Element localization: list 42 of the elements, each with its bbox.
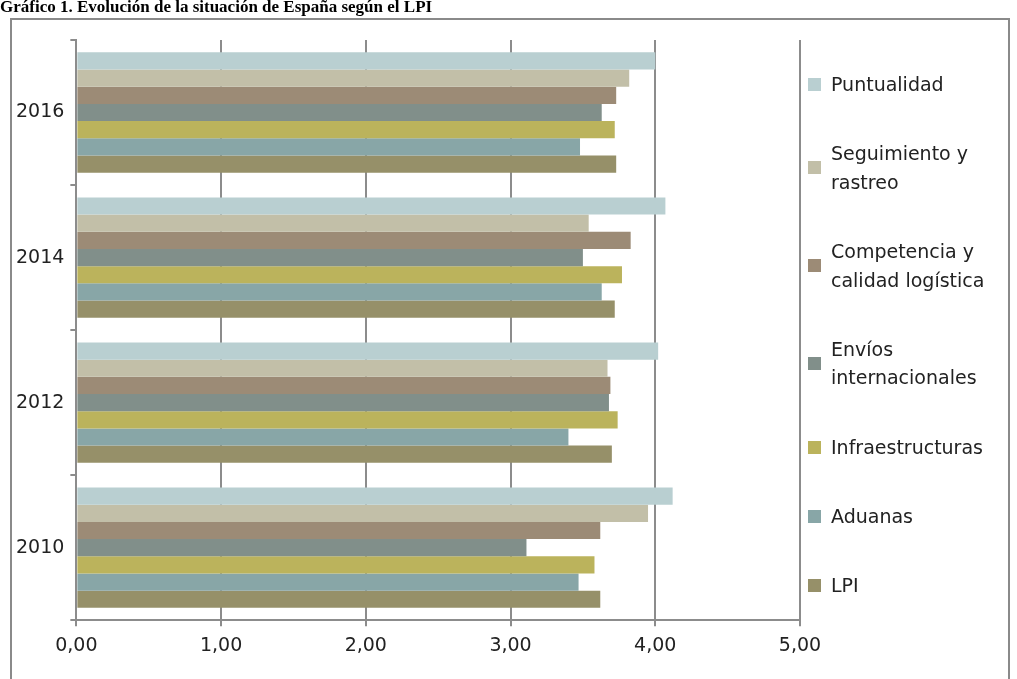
legend-label: Infraestructuras: [831, 434, 983, 460]
x-tick-label: 2,00: [344, 632, 387, 655]
bar: [77, 86, 617, 104]
bar: [77, 52, 656, 70]
chart-title: Gráfico 1. Evolución de la situación de España según el LPI: [0, 0, 433, 17]
bar: [77, 556, 595, 574]
bar: [77, 69, 630, 87]
bar: [77, 155, 617, 173]
y-tick-label: 2014: [15, 244, 65, 267]
y-tick-label: 2012: [15, 389, 65, 412]
bar: [77, 214, 589, 232]
x-tick-label: 4,00: [634, 632, 677, 655]
bar: [77, 445, 612, 463]
legend-label: Seguimiento y rastreo: [831, 141, 969, 195]
bar: [77, 197, 666, 215]
bar: [77, 342, 659, 360]
legend-label: Puntualidad: [831, 72, 944, 97]
x-tick-label: 1,00: [199, 632, 243, 655]
bar: [77, 283, 602, 301]
legend-label: Envíos internacionales: [831, 337, 978, 391]
x-tick-label: 3,00: [489, 632, 532, 655]
bar: [77, 121, 615, 139]
bar: [77, 428, 569, 446]
bar: [77, 487, 673, 505]
y-tick-label: 2010: [15, 534, 65, 557]
legend-label: Competencia y calidad logística: [831, 239, 986, 293]
x-tick-label: 5,00: [778, 632, 822, 655]
bar: [77, 521, 601, 540]
legend-label: Aduanas: [831, 504, 913, 530]
bar: [77, 573, 579, 591]
y-tick-label: 2016: [15, 99, 65, 122]
bar: [77, 138, 581, 156]
bar: [77, 590, 601, 608]
x-tick-label: 0,00: [55, 632, 98, 655]
bar: [77, 504, 649, 522]
bar: [77, 411, 618, 429]
bar: [77, 376, 611, 395]
bar: [77, 266, 622, 284]
bar: [77, 300, 615, 318]
legend-label: LPI: [831, 573, 859, 599]
bar: [77, 231, 631, 249]
bar: [77, 359, 608, 377]
